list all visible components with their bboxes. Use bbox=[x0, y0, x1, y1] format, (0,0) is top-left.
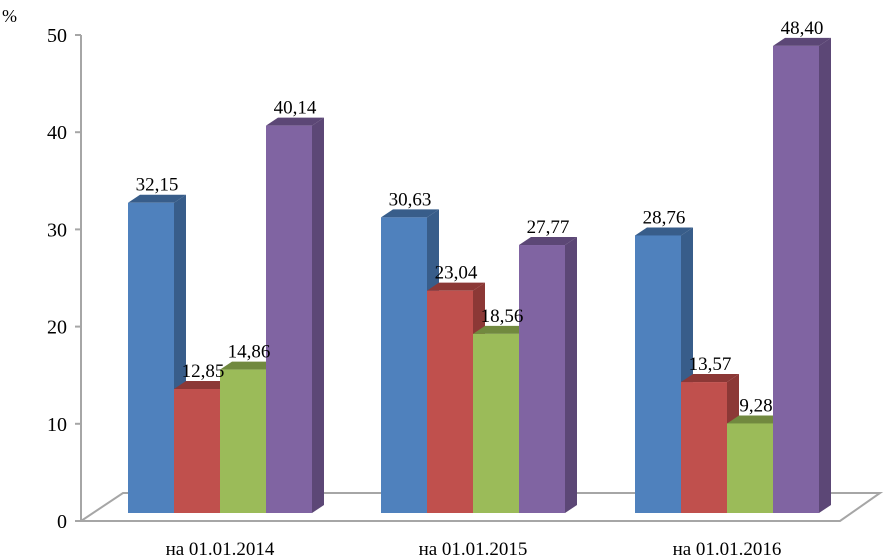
data-label: 18,56 bbox=[481, 306, 524, 327]
bar bbox=[174, 388, 220, 513]
bar bbox=[266, 125, 312, 513]
bar bbox=[381, 217, 427, 514]
bar bbox=[681, 382, 727, 513]
bar bbox=[773, 45, 819, 513]
bar-top bbox=[220, 361, 278, 370]
bar-top bbox=[381, 209, 439, 218]
bar-top bbox=[635, 227, 693, 236]
bar bbox=[519, 245, 565, 513]
bar bbox=[427, 290, 473, 513]
y-axis-label: % bbox=[2, 6, 17, 26]
x-tick-label: на 01.01.2014 bbox=[166, 539, 275, 559]
bar-top bbox=[473, 325, 531, 334]
bar bbox=[727, 423, 773, 513]
bar-top bbox=[427, 282, 485, 291]
floor bbox=[77, 492, 884, 522]
data-label: 14,86 bbox=[228, 342, 271, 363]
data-label: 48,40 bbox=[781, 18, 824, 39]
data-label: 9,28 bbox=[739, 395, 772, 416]
data-label: 12,85 bbox=[182, 361, 225, 382]
bar-top bbox=[773, 37, 831, 46]
y-tick-label: 0 bbox=[57, 511, 67, 533]
bar-top bbox=[519, 237, 577, 246]
data-label: 40,14 bbox=[274, 98, 317, 119]
bar bbox=[473, 333, 519, 513]
x-tick-label: на 01.01.2015 bbox=[419, 539, 528, 559]
y-tick-label: 30 bbox=[47, 219, 67, 241]
bar-side bbox=[312, 117, 324, 513]
data-label: 23,04 bbox=[435, 263, 478, 284]
bar-top bbox=[266, 117, 324, 126]
bar bbox=[635, 235, 681, 513]
data-label: 27,77 bbox=[527, 217, 570, 238]
bar-side bbox=[565, 237, 577, 513]
bar-top bbox=[681, 374, 739, 383]
bar bbox=[128, 202, 174, 513]
data-label: 28,76 bbox=[643, 207, 686, 228]
bar-top bbox=[727, 415, 785, 424]
y-tick-label: 50 bbox=[47, 25, 67, 47]
data-label: 32,15 bbox=[136, 175, 179, 196]
bar bbox=[220, 369, 266, 513]
bar-top bbox=[174, 380, 232, 389]
y-tick-label: 10 bbox=[47, 414, 67, 436]
y-tick-label: 20 bbox=[47, 317, 67, 339]
bar-side bbox=[819, 37, 831, 513]
data-label: 30,63 bbox=[389, 189, 432, 210]
x-tick-label: на 01.01.2016 bbox=[673, 539, 782, 559]
y-tick-label: 40 bbox=[47, 122, 67, 144]
bar-top bbox=[128, 194, 186, 203]
data-label: 13,57 bbox=[689, 354, 732, 375]
